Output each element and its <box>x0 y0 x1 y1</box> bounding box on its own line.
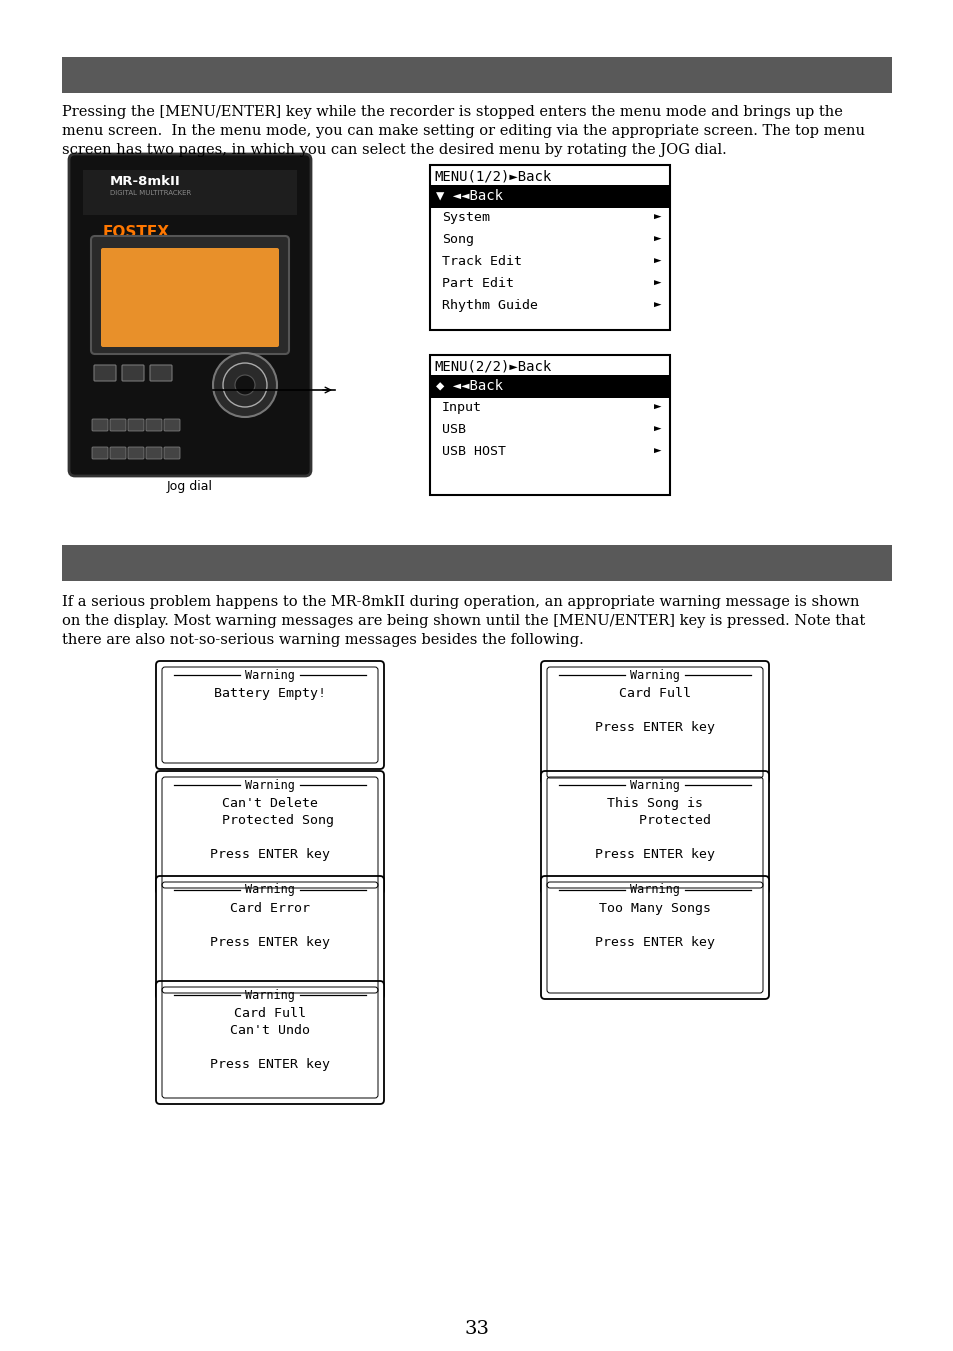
Text: Too Many Songs: Too Many Songs <box>598 902 710 915</box>
Text: FOSTEX: FOSTEX <box>103 226 170 240</box>
Text: Track Edit: Track Edit <box>441 255 521 267</box>
Text: Press ENTER key: Press ENTER key <box>595 848 714 861</box>
FancyBboxPatch shape <box>91 236 289 354</box>
FancyBboxPatch shape <box>128 447 144 459</box>
Text: Battery Empty!: Battery Empty! <box>213 688 326 700</box>
Text: Protected Song: Protected Song <box>206 815 334 827</box>
Text: ►: ► <box>654 211 660 224</box>
FancyBboxPatch shape <box>164 419 180 431</box>
Text: ►: ► <box>654 299 660 312</box>
Text: Card Full: Card Full <box>618 688 690 700</box>
Text: ◆ ◄◄Back: ◆ ◄◄Back <box>436 378 502 392</box>
Text: MENU(1/2)►Back: MENU(1/2)►Back <box>434 170 551 184</box>
Text: ►: ► <box>654 232 660 246</box>
Text: MR-8mkII: MR-8mkII <box>110 176 180 188</box>
FancyBboxPatch shape <box>110 447 126 459</box>
Text: Can't Undo: Can't Undo <box>230 1024 310 1038</box>
FancyBboxPatch shape <box>110 419 126 431</box>
Text: Pressing the [MENU/ENTER] key while the recorder is stopped enters the menu mode: Pressing the [MENU/ENTER] key while the … <box>62 105 842 119</box>
FancyBboxPatch shape <box>91 447 108 459</box>
Bar <box>431 376 668 399</box>
Text: Warning: Warning <box>245 778 294 792</box>
Bar <box>62 57 891 93</box>
Bar <box>83 170 296 215</box>
FancyBboxPatch shape <box>122 365 144 381</box>
Text: on the display. Most warning messages are being shown until the [MENU/ENTER] key: on the display. Most warning messages ar… <box>62 613 864 628</box>
Text: Warning: Warning <box>245 669 294 681</box>
Text: menu screen.  In the menu mode, you can make setting or editing via the appropri: menu screen. In the menu mode, you can m… <box>62 124 864 138</box>
Bar <box>431 186 668 208</box>
Text: Song: Song <box>441 232 474 246</box>
Text: Warning: Warning <box>629 669 679 681</box>
FancyBboxPatch shape <box>540 771 768 894</box>
FancyBboxPatch shape <box>540 661 768 784</box>
Text: USB HOST: USB HOST <box>441 444 505 458</box>
FancyBboxPatch shape <box>101 249 278 347</box>
Text: USB: USB <box>441 423 465 436</box>
Circle shape <box>234 376 254 394</box>
Text: Press ENTER key: Press ENTER key <box>595 936 714 948</box>
FancyBboxPatch shape <box>156 875 384 998</box>
Text: ►: ► <box>654 255 660 267</box>
Text: Part Edit: Part Edit <box>441 277 514 290</box>
Text: ►: ► <box>654 401 660 413</box>
FancyBboxPatch shape <box>156 771 384 894</box>
Text: Warning: Warning <box>245 989 294 1001</box>
Text: MENU(2/2)►Back: MENU(2/2)►Back <box>434 359 551 374</box>
Text: Rhythm Guide: Rhythm Guide <box>441 299 537 312</box>
Text: Press ENTER key: Press ENTER key <box>595 721 714 734</box>
Text: System: System <box>441 211 490 224</box>
Text: This Song is: This Song is <box>606 797 702 811</box>
FancyBboxPatch shape <box>94 365 116 381</box>
Bar <box>62 544 891 581</box>
FancyBboxPatch shape <box>146 419 162 431</box>
Text: screen has two pages, in which you can select the desired menu by rotating the J: screen has two pages, in which you can s… <box>62 143 726 157</box>
FancyBboxPatch shape <box>69 154 311 476</box>
Text: ▼ ◄◄Back: ▼ ◄◄Back <box>436 188 502 203</box>
Text: Can't Delete: Can't Delete <box>222 797 317 811</box>
Text: Input: Input <box>441 401 481 413</box>
FancyBboxPatch shape <box>156 981 384 1104</box>
FancyBboxPatch shape <box>540 875 768 998</box>
FancyBboxPatch shape <box>164 447 180 459</box>
FancyBboxPatch shape <box>150 365 172 381</box>
Text: Press ENTER key: Press ENTER key <box>210 936 330 948</box>
Text: Card Full: Card Full <box>233 1006 306 1020</box>
Text: Protected: Protected <box>598 815 710 827</box>
FancyBboxPatch shape <box>146 447 162 459</box>
Text: Card Error: Card Error <box>230 902 310 915</box>
Text: ►: ► <box>654 277 660 290</box>
Text: DIGITAL MULTITRACKER: DIGITAL MULTITRACKER <box>110 190 191 196</box>
Text: ►: ► <box>654 423 660 436</box>
FancyBboxPatch shape <box>156 661 384 769</box>
Bar <box>430 355 669 494</box>
Text: there are also not-so-serious warning messages besides the following.: there are also not-so-serious warning me… <box>62 634 583 647</box>
Circle shape <box>213 353 276 417</box>
Text: Jog dial: Jog dial <box>167 480 213 493</box>
Text: Press ENTER key: Press ENTER key <box>210 1058 330 1071</box>
Text: Press ENTER key: Press ENTER key <box>210 848 330 861</box>
Text: Warning: Warning <box>629 778 679 792</box>
Text: Warning: Warning <box>629 884 679 897</box>
Text: If a serious problem happens to the MR-8mkII during operation, an appropriate wa: If a serious problem happens to the MR-8… <box>62 594 859 609</box>
Bar <box>430 165 669 330</box>
FancyBboxPatch shape <box>128 419 144 431</box>
Text: 33: 33 <box>464 1320 489 1337</box>
Text: Warning: Warning <box>245 884 294 897</box>
Text: ►: ► <box>654 444 660 458</box>
FancyBboxPatch shape <box>91 419 108 431</box>
